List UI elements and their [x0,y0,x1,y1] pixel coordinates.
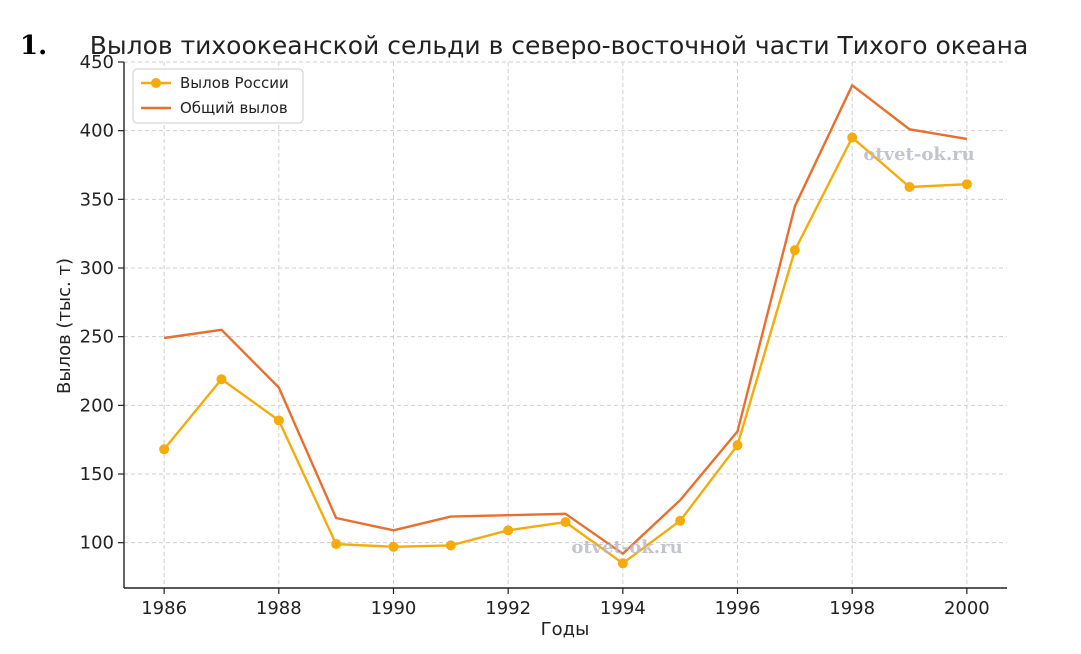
data-point-russia-catch [961,179,972,190]
data-point-russia-catch [847,132,858,143]
x-tick-label: 2000 [944,598,990,619]
data-point-russia-catch [273,415,284,426]
watermark-bottom: otvet-ok.ru [571,537,682,558]
series-line-russia-catch [163,136,967,565]
legend-label: Общий вылов [180,99,288,117]
x-tick-label: 1990 [371,598,417,619]
legend-marker [151,78,161,88]
y-tick-label: 200 [80,395,114,416]
data-point-russia-catch [560,517,571,528]
x-tick-label: 1988 [256,598,302,619]
legend-label: Вылов России [180,74,289,92]
data-point-russia-catch [617,558,628,569]
x-tick-label: 1998 [829,598,875,619]
axes [118,61,1007,594]
y-axis-title: Вылов (тыс. т) [54,258,75,394]
y-tick-label: 400 [80,121,114,142]
data-point-russia-catch [732,440,743,451]
x-tick-label: 1992 [485,598,531,619]
grid [124,61,1007,588]
data-point-russia-catch [789,245,800,256]
y-tick-label: 100 [80,533,114,554]
watermark-top: otvet-ok.ru [863,144,974,165]
x-tick-label: 1994 [600,598,646,619]
y-tick-label: 150 [80,464,114,485]
series-line-total-catch [163,84,968,555]
y-tick-label: 250 [80,327,114,348]
y-tick-label: 350 [80,189,114,210]
x-tick-label: 1986 [141,598,187,619]
data-point-russia-catch [388,541,399,552]
y-tick-label: 450 [80,52,114,73]
data-point-russia-catch [445,540,456,551]
data-point-russia-catch [503,525,514,536]
legend-box [132,68,304,124]
chart-title: Вылов тихоокеанской сельди в северо-вост… [90,31,1029,60]
legend: Вылов России Общий вылов [132,68,304,124]
x-axis-title: Годы [541,619,590,640]
data-point-russia-catch [216,374,227,385]
series-lines [159,84,972,569]
data-point-russia-catch [331,539,342,550]
data-point-russia-catch [675,515,686,526]
tick-labels: 1986 1988 1990 1992 1994 1996 1998 2000 100 150 20… [80,52,990,619]
question-number: 1. [20,31,47,61]
x-tick-label: 1996 [715,598,761,619]
y-tick-label: 300 [80,258,114,279]
data-point-russia-catch [159,444,170,455]
data-point-russia-catch [904,181,915,192]
